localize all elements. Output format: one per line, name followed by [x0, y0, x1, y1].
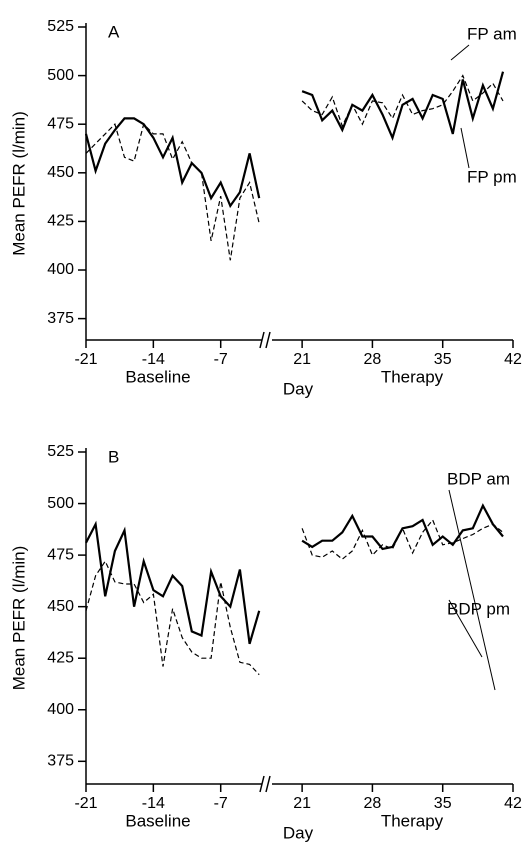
annotation-leader [460, 127, 470, 169]
x-tick-label: 21 [293, 795, 311, 812]
series-line [85, 503, 504, 645]
x-tick-label: 42 [504, 795, 522, 812]
annotation-leader [448, 489, 496, 691]
axis-break [259, 775, 265, 793]
panel-label: A [108, 22, 120, 41]
y-tick-label: 400 [47, 261, 74, 278]
y-tick-label: 425 [47, 213, 74, 230]
series-label: FP pm [467, 167, 517, 186]
y-axis-label: Mean PEFR (l/min) [9, 546, 28, 691]
x-tick-label: 35 [434, 795, 452, 812]
y-tick-label: 525 [47, 443, 74, 460]
x-tick-label: -7 [214, 795, 228, 812]
series-label: FP am [467, 24, 517, 43]
axis-break [265, 775, 271, 793]
y-tick-label: 475 [47, 115, 74, 132]
segment-label: Baseline [125, 367, 190, 386]
y-axis-label: Mean PEFR (l/min) [9, 111, 28, 256]
axis-break [265, 331, 271, 349]
x-tick-label: -14 [142, 795, 165, 812]
x-tick-label: -21 [74, 795, 97, 812]
y-tick-label: 375 [47, 310, 74, 327]
series-label: BDP am [447, 469, 510, 488]
annotation-leader [448, 599, 483, 658]
y-tick-label: 475 [47, 546, 74, 563]
x-tick-label: 21 [293, 351, 311, 368]
series-label: BDP pm [447, 599, 510, 618]
series-line [85, 518, 504, 676]
series-line [84, 71, 505, 209]
segment-label: Therapy [381, 811, 444, 830]
x-tick-label: 28 [364, 795, 382, 812]
y-tick-label: 450 [47, 164, 74, 181]
y-tick-label: 500 [47, 67, 74, 84]
segment-label: Baseline [125, 811, 190, 830]
x-tick-label: -14 [142, 351, 165, 368]
series-line [85, 74, 504, 261]
annotation-leader [450, 44, 470, 61]
x-tick-label: -7 [214, 351, 228, 368]
y-tick-label: 525 [47, 18, 74, 35]
y-tick-label: 400 [47, 701, 74, 718]
y-tick-label: 500 [47, 495, 74, 512]
x-tick-label: -21 [74, 351, 97, 368]
panel-label: B [108, 447, 119, 466]
x-tick-label: 35 [434, 351, 452, 368]
x-axis-label: Day [283, 379, 314, 398]
axis-break [259, 331, 265, 349]
x-axis-label: Day [283, 823, 314, 842]
y-tick-label: 375 [47, 753, 74, 770]
x-tick-label: 42 [504, 351, 522, 368]
segment-label: Therapy [381, 367, 444, 386]
x-tick-label: 28 [364, 351, 382, 368]
y-tick-label: 425 [47, 649, 74, 666]
y-tick-label: 450 [47, 598, 74, 615]
